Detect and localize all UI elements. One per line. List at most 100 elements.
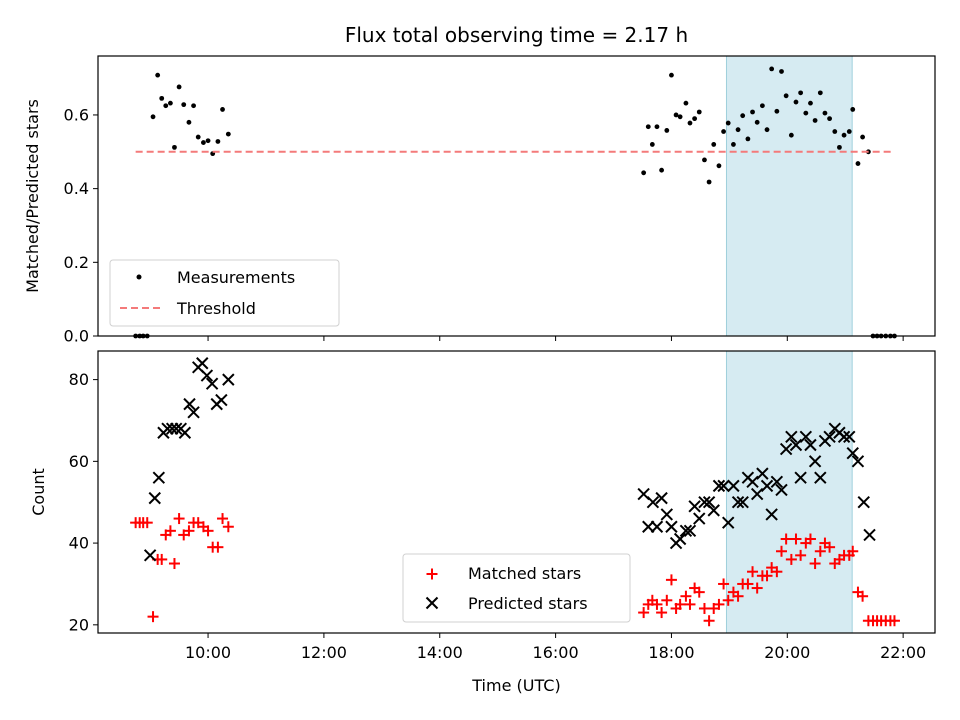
predicted-star-point [717,479,730,493]
matched-star-point [776,545,788,557]
matched-star-point [222,521,234,533]
predicted-star-point [702,496,716,509]
measurement-point [731,142,736,147]
predicted-star-point [200,369,214,382]
bottom-highlight-span [725,350,853,634]
measurement-point [841,132,847,138]
measurement-point [798,90,804,96]
bottom-legend-box [402,553,631,623]
measurement-point [225,131,231,137]
measurement-point [745,136,751,142]
predicted-star-point [205,377,219,390]
top-y-ticks: 0.0 0.2 0.4 0.6 [64,105,98,346]
measurement-point [683,100,689,106]
predicted-star-point [722,516,735,529]
predicted-star-point [655,491,668,505]
predicted-star-point [760,479,774,493]
measurement-point [696,109,702,115]
top-y-tick-label: 0.0 [64,327,89,346]
measurement-point [832,129,838,134]
bottom-y-tick-label: 60 [69,452,89,471]
legend-threshold-label: Threshold [176,299,256,318]
predicted-star-point [799,430,813,444]
measurement-point [692,116,698,122]
matched-star-point [847,545,859,557]
measurement-point [172,144,177,150]
matched-star-point [141,517,153,529]
top-y-axis-label: Matched/Predicted stars [23,99,42,293]
measurement-point [769,66,775,72]
x-tick-label: 16:00 [533,643,579,662]
matched-star-point [651,598,663,610]
x-tick-label: 22:00 [880,643,926,662]
top-panel: 0.0 0.2 0.4 0.6 Flux total observing time =… [23,23,936,346]
measurement-point [764,127,770,133]
matched-star-point [693,586,705,598]
top-x-ticks [207,336,904,341]
measurement-point [673,112,679,118]
predicted-star-point [143,549,157,562]
predicted-star-point [837,430,851,444]
matched-star-point [732,590,744,602]
measurement-point [220,107,225,112]
measurement-point [822,110,828,116]
x-tick-label: 20:00 [764,643,810,662]
matched-star-point [785,553,797,565]
predicted-star-point [183,397,196,411]
predicted-star-point [688,500,701,513]
measurement-point [687,120,693,126]
legend-matched-label: Matched stars [468,564,581,583]
predicted-star-point [646,496,660,509]
matched-star-point [698,602,710,614]
predicted-star-point [187,406,200,419]
bottom-y-axis-label: Count [29,468,48,516]
predicted-star-point [823,430,836,444]
measurement-point [677,114,683,120]
measurement-point [649,142,655,147]
measurement-point [195,134,201,140]
matched-star-point [156,553,168,565]
predicted-star-point [169,422,183,435]
matched-star-point [888,615,900,627]
predicted-star-point [789,438,803,452]
matched-stars-series [130,513,900,627]
predicted-star-point [851,455,865,468]
top-legend-box [109,259,340,327]
top-measurements-series [133,66,897,339]
predicted-star-point [846,446,859,460]
predicted-star-point [785,430,798,444]
matched-star-point [713,598,725,610]
measurement-point [812,118,818,123]
measurement-point [779,69,784,74]
matched-star-point [804,533,816,545]
measurement-point [186,119,192,125]
predicted-star-point [770,475,784,488]
predicted-star-point [804,438,817,452]
matched-star-point [771,566,783,578]
matched-star-point [183,525,195,537]
matched-star-point [718,578,730,590]
measurement-point [215,139,221,144]
predicted-star-point [152,471,166,484]
predicted-star-point [775,483,788,497]
measurement-point [740,113,746,119]
predicted-star-point [712,479,726,493]
legend-predicted-symbol [425,596,439,610]
bottom-y-tick-label: 40 [69,534,89,553]
measurement-point [725,120,731,126]
measurement-point [735,127,741,133]
legend-measurements-label: Measurements [177,268,295,287]
bottom-y-ticks: 20 40 60 80 [69,370,98,634]
bottom-y-tick-label: 80 [69,370,89,389]
matched-star-point [814,545,826,557]
predicted-star-point [750,487,764,501]
top-y-tick-label: 0.6 [64,105,89,124]
matched-star-point [173,513,185,525]
matched-star-point [665,574,677,586]
matched-star-point [795,549,807,561]
bottom-legend: Matched stars Predicted stars [402,553,631,623]
matched-star-point [809,558,821,570]
predicted-star-point [765,508,778,521]
measurement-point [754,119,760,125]
